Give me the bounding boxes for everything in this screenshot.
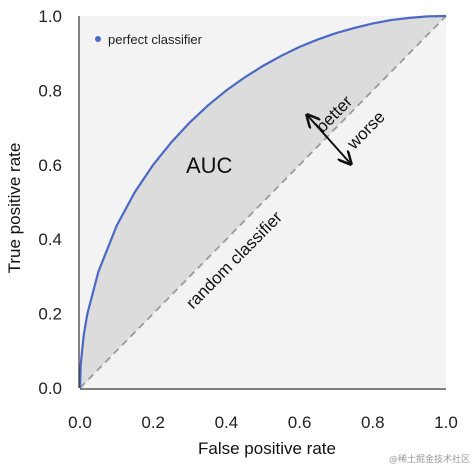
x-tick-labels: 0.0 0.2 0.4 0.6 0.8 1.0 [68, 413, 458, 432]
legend-marker [95, 36, 101, 42]
legend-label: perfect classifier [108, 32, 203, 47]
auc-area [80, 16, 446, 388]
x-tick-label: 1.0 [434, 413, 458, 432]
x-tick-label: 0.8 [361, 413, 385, 432]
y-tick-label: 0.0 [38, 379, 62, 398]
auc-label: AUC [186, 153, 233, 178]
y-tick-label: 0.6 [38, 156, 62, 175]
x-axis-title: False positive rate [198, 439, 336, 458]
x-tick-label: 0.0 [68, 413, 92, 432]
watermark: @稀土掘金技术社区 [389, 453, 470, 465]
better-worse-arrow [308, 116, 350, 163]
x-tick-label: 0.4 [215, 413, 239, 432]
y-tick-label: 0.8 [38, 81, 62, 100]
x-tick-label: 0.2 [141, 413, 165, 432]
y-tick-label: 0.4 [38, 230, 62, 249]
y-tick-labels: 0.0 0.2 0.4 0.6 0.8 1.0 [38, 7, 62, 398]
roc-curve [78, 14, 447, 389]
y-axis-title: True positive rate [5, 143, 24, 274]
y-tick-label: 1.0 [38, 7, 62, 26]
y-tick-label: 0.2 [38, 305, 62, 324]
x-tick-label: 0.6 [288, 413, 312, 432]
random-classifier-line [79, 15, 447, 389]
